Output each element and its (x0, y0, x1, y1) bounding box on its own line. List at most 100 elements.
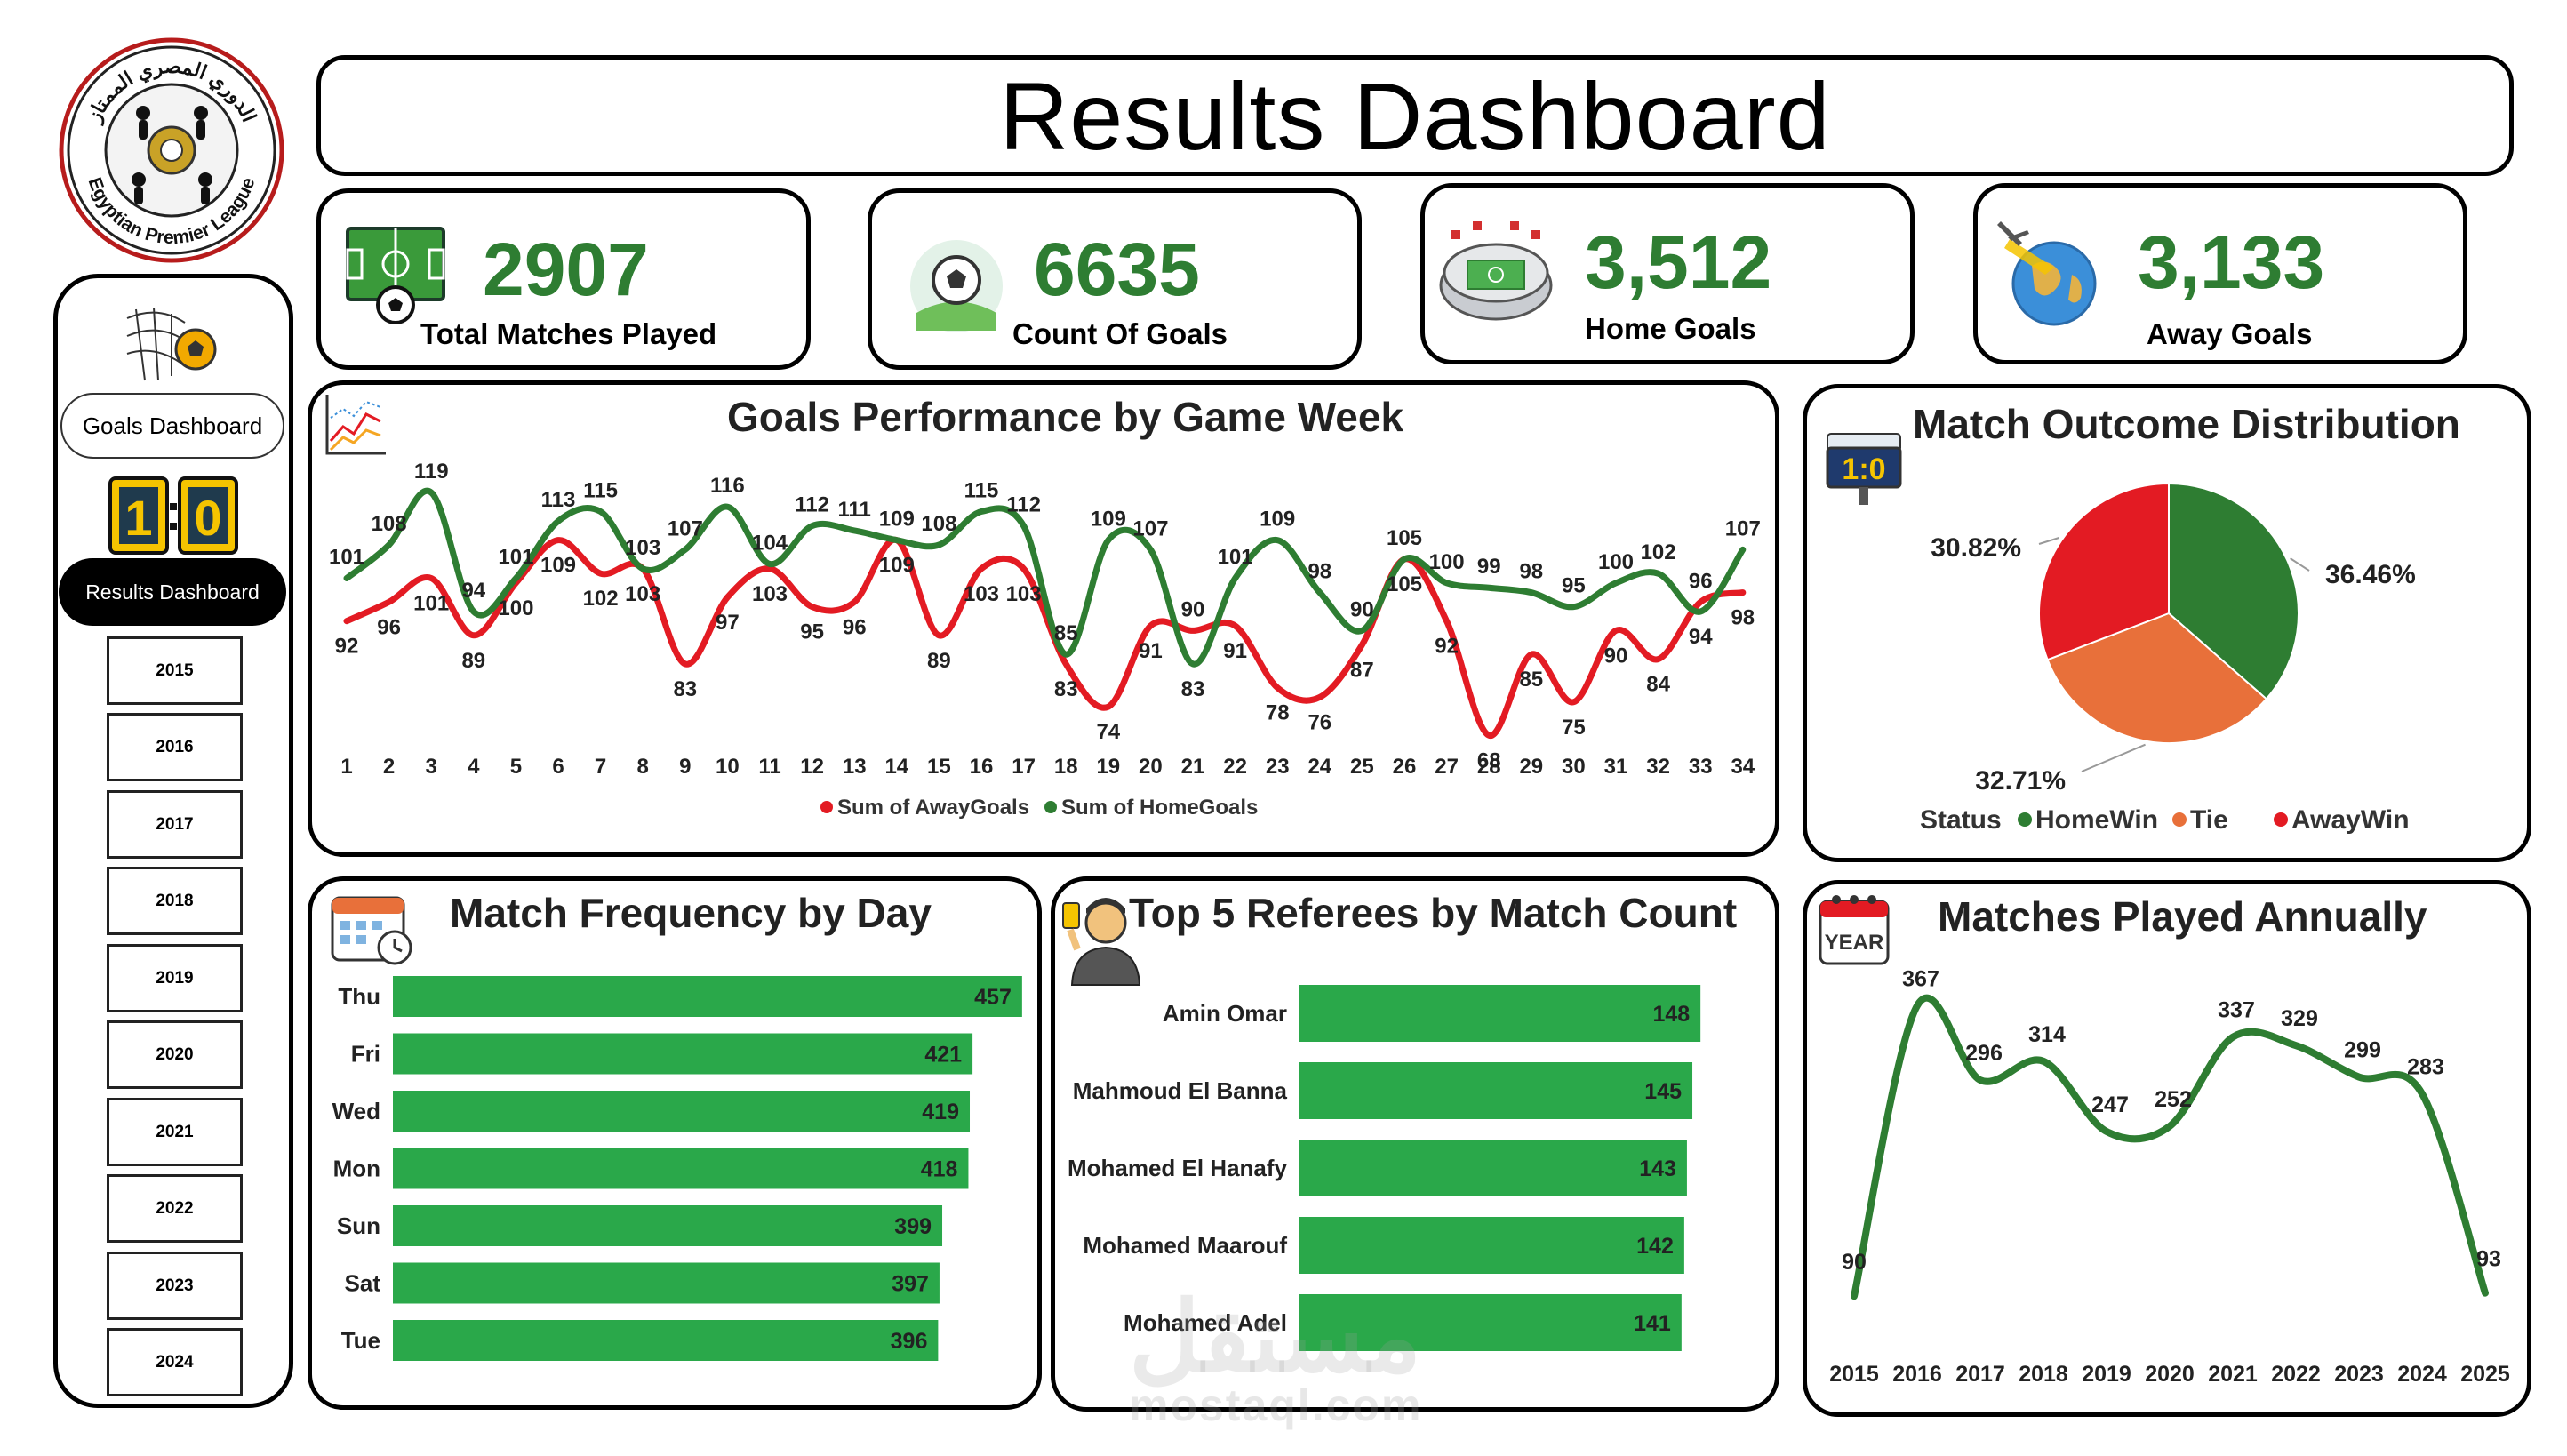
game-week-tick: 30 (1562, 755, 1586, 779)
annual-year-tick: 2016 (1892, 1362, 1942, 1387)
referee-value: 143 (1639, 1156, 1676, 1181)
kpi-count-goals: 6635 Count Of Goals (868, 188, 1362, 370)
line-chart-icon (325, 395, 386, 455)
away-goals-label: 91 (1223, 639, 1247, 663)
year-filter-2023[interactable]: 2023 (107, 1252, 243, 1320)
home-goals-label: 101 (329, 546, 364, 570)
game-week-tick: 16 (970, 755, 994, 779)
svg-text:0: 0 (194, 490, 221, 546)
game-week-tick: 22 (1223, 755, 1247, 779)
home-goals-label: 113 (541, 488, 576, 512)
day-bar (393, 1262, 940, 1304)
outcome-icon-score: 1:0 (1842, 452, 1885, 486)
day-category: Fri (351, 1041, 380, 1068)
game-week-tick: 32 (1646, 755, 1670, 779)
home-goals-label: 107 (1132, 516, 1168, 540)
away-goals-label: 96 (1689, 569, 1713, 593)
game-week-tick: 29 (1519, 755, 1543, 779)
annual-year-tick: 2019 (2082, 1362, 2131, 1387)
legend-away-label: Sum of AwayGoals (837, 796, 1029, 820)
home-goals-label: 116 (710, 474, 745, 498)
results-dashboard-button[interactable]: Results Dashboard (59, 558, 286, 626)
scoreboard-icon: 1:0 (1826, 433, 1902, 505)
day-bar (393, 1091, 971, 1132)
game-week-tick: 15 (927, 755, 951, 779)
day-value: 399 (894, 1214, 932, 1239)
game-week-tick: 20 (1139, 755, 1163, 779)
annual-value-label: 314 (2028, 1022, 2066, 1047)
referee-bar (1299, 1294, 1682, 1351)
referee-icon (1062, 898, 1141, 986)
annual-year-tick: 2021 (2208, 1362, 2258, 1387)
match-frequency-chart: 457 Thu 421 Fri 419 Wed 418 Mon 399 Sun 397 Sat 396 T… (332, 976, 1022, 1361)
away-goals-label: 84 (1646, 673, 1670, 697)
year-filter-2019[interactable]: 2019 (107, 944, 243, 1012)
home-goals-label: 111 (837, 498, 870, 522)
referee-chart-title: Top 5 Referees by Match Count (1129, 890, 1738, 936)
year-filter-2017[interactable]: 2017 (107, 790, 243, 859)
day-chart-title: Match Frequency by Day (450, 890, 932, 936)
game-week-tick: 2 (383, 755, 395, 779)
game-week-tick: 26 (1393, 755, 1417, 779)
kpi-count-goals-value: 6635 (1034, 228, 1200, 311)
year-filter-2021[interactable]: 2021 (107, 1098, 243, 1166)
outcome-chart-title: Match Outcome Distribution (1913, 401, 2460, 447)
year-filter-2024[interactable]: 2024 (107, 1328, 243, 1396)
day-category: Mon (333, 1156, 380, 1182)
annual-value-label: 296 (1965, 1041, 2003, 1066)
kpi-home-goals-value: 3,512 (1585, 220, 1772, 304)
referee-category: Amin Omar (1163, 1000, 1287, 1027)
home-goals-label: 94 (1689, 625, 1713, 649)
day-category: Thu (338, 983, 380, 1010)
year-calendar-icon: YEAR (1819, 895, 1890, 965)
kpi-away-goals: 3,133 Away Goals (1973, 183, 2467, 364)
annual-value-label: 247 (2091, 1092, 2129, 1117)
referee-category: Mohamed Maarouf (1083, 1232, 1287, 1259)
year-filter-2022[interactable]: 2022 (107, 1174, 243, 1243)
home-goals-label: 119 (414, 460, 449, 484)
kpi-home-goals: 3,512 Home Goals (1420, 183, 1915, 364)
page-title: Results Dashboard (999, 61, 1831, 170)
matches-annually-chart: 90 367 296 314 247 252 337 329 299 283 93 2015 2016 2… (1829, 966, 2510, 1387)
home-goals-label: 98 (1519, 560, 1543, 584)
game-week-tick: 34 (1731, 755, 1755, 779)
svg-text:1: 1 (124, 490, 152, 546)
home-goals-label: 98 (1307, 560, 1331, 584)
away-goals-label: 78 (1266, 701, 1290, 725)
away-goals-label: 103 (625, 582, 660, 606)
goals-dashboard-button[interactable]: Goals Dashboard (60, 393, 284, 459)
away-goals-label: 92 (335, 635, 359, 659)
away-goals-label: 105 (1387, 572, 1422, 596)
home-goals-label: 103 (625, 536, 660, 560)
game-week-tick: 3 (426, 755, 437, 779)
away-goals-label: 96 (843, 615, 867, 639)
game-week-tick: 25 (1350, 755, 1374, 779)
year-filter-2016[interactable]: 2016 (107, 713, 243, 781)
home-goals-label: 94 (461, 579, 485, 603)
pie-legend-marker (2172, 812, 2187, 827)
legend-home-label: Sum of HomeGoals (1061, 796, 1258, 820)
game-week-tick: 19 (1096, 755, 1120, 779)
referee-category: Mohamed Adel (1124, 1309, 1287, 1336)
egyptian-premier-league-logo: الدوري المصري الممتاز Egyptian Premier L… (59, 37, 284, 263)
year-filter-2018[interactable]: 2018 (107, 867, 243, 935)
away-goals-label: 85 (1519, 668, 1543, 692)
day-category: Sun (337, 1212, 380, 1239)
home-goals-label: 115 (964, 479, 999, 503)
year-filter-2020[interactable]: 2020 (107, 1020, 243, 1089)
game-week-tick: 9 (679, 755, 691, 779)
outcome-pie-chart: 36.46% 32.71% 30.82% Status HomeWin Tie AwayWi… (1920, 482, 2416, 835)
game-week-tick: 14 (884, 755, 908, 779)
away-goals-label: 74 (1096, 720, 1120, 744)
day-bar (393, 1205, 943, 1246)
year-filter-2015[interactable]: 2015 (107, 636, 243, 705)
away-goals-label: 92 (1435, 635, 1459, 659)
pie-leader-line (2081, 743, 2146, 772)
away-goals-label: 103 (964, 582, 999, 606)
home-goals-label: 95 (1562, 574, 1586, 598)
annual-year-tick: 2023 (2334, 1362, 2384, 1387)
kpi-home-goals-label: Home Goals (1585, 312, 1756, 345)
game-week-tick: 8 (637, 755, 649, 779)
home-goals-label: 109 (1091, 508, 1126, 532)
pie-slice-tie (2046, 612, 2268, 744)
